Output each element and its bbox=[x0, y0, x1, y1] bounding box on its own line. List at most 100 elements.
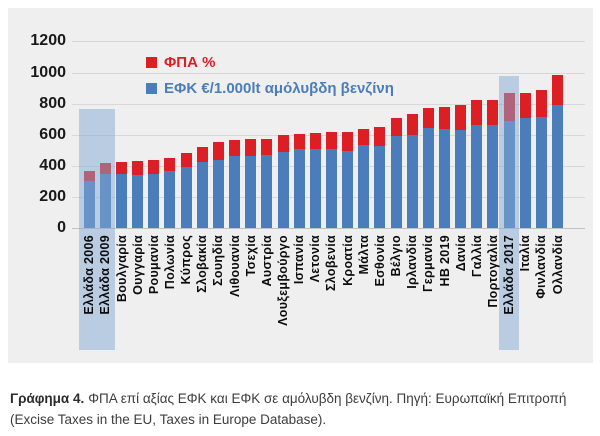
bar-vat-segment bbox=[261, 138, 273, 155]
bar-efk-segment bbox=[519, 117, 531, 228]
bar-efk-segment bbox=[164, 171, 176, 228]
x-tick-label: ΗΒ 2019 bbox=[437, 235, 452, 287]
bar-vat-segment bbox=[439, 107, 450, 130]
x-tick-label: Λιθουανία bbox=[227, 235, 242, 297]
x-tick-label: Ελλάδα 2009 bbox=[98, 235, 113, 315]
bar-efk-segment bbox=[552, 105, 564, 228]
x-tick-label: Σλοβενία bbox=[324, 235, 339, 292]
bar-vat-segment bbox=[422, 108, 434, 128]
chart-figure: ΦΠΑ % ΕΦΚ €/1.000lt αμόλυβδη βενζίνη 0 20… bbox=[8, 8, 593, 363]
bar-vat-segment bbox=[132, 161, 144, 176]
x-tick-label: Ρουμανία bbox=[146, 235, 161, 295]
x-tick-label: Φινλανδία bbox=[534, 235, 549, 299]
x-tick-label: Βουλγαρία bbox=[114, 235, 129, 303]
y-tick-label: 400 bbox=[39, 156, 66, 174]
x-tick-label: Εσθονία bbox=[372, 235, 387, 287]
bar-vat-segment bbox=[390, 118, 402, 137]
x-tick-label: Σλοβακία bbox=[195, 235, 210, 293]
bar-vat-segment bbox=[455, 105, 467, 131]
bar-efk-segment bbox=[261, 154, 273, 228]
x-tick-label: Μάλτα bbox=[356, 235, 371, 275]
bar-efk-segment bbox=[487, 125, 499, 228]
bar-efk-segment bbox=[390, 136, 402, 228]
bar-efk-segment bbox=[471, 124, 483, 228]
x-tick-label: Κύπρος bbox=[179, 235, 194, 285]
x-tick-label: Σουηδία bbox=[211, 235, 226, 286]
bar-efk-segment bbox=[245, 156, 257, 228]
x-tick-label: Ουγγαρία bbox=[130, 235, 145, 295]
legend-row-excise: ΕΦΚ €/1.000lt αμόλυβδη βενζίνη bbox=[146, 80, 394, 97]
figure-caption-number: Γράφημα 4. bbox=[10, 391, 85, 406]
bar-vat-segment bbox=[535, 89, 547, 117]
x-tick-label: Ελλάδα 2006 bbox=[82, 235, 97, 315]
bar-efk-segment bbox=[406, 134, 418, 228]
bar-efk-segment bbox=[180, 166, 192, 228]
figure-caption: Γράφημα 4. ΦΠΑ επί αξίας ΕΦΚ και ΕΦΚ σε α… bbox=[10, 388, 588, 430]
highlight-band bbox=[499, 76, 520, 350]
excise-legend-label: ΕΦΚ €/1.000lt αμόλυβδη βενζίνη bbox=[164, 80, 394, 97]
x-tick-label: Ισπανία bbox=[292, 235, 307, 285]
x-tick-label: Ελλάδα 2017 bbox=[502, 235, 517, 315]
x-tick-label: Πολωνία bbox=[162, 235, 177, 290]
bar-vat-segment bbox=[471, 100, 483, 125]
bar-efk-segment bbox=[196, 161, 208, 228]
excise-legend-swatch-icon bbox=[146, 83, 157, 94]
x-tick-label: Κροατία bbox=[340, 235, 355, 286]
bar-vat-segment bbox=[309, 133, 321, 150]
bar-efk-segment bbox=[374, 145, 386, 228]
x-tick-label: Πορτογαλία bbox=[485, 235, 500, 308]
bar-efk-segment bbox=[358, 144, 370, 228]
bar-vat-segment bbox=[406, 114, 418, 135]
bar-vat-segment bbox=[358, 129, 370, 145]
bar-efk-segment bbox=[535, 116, 547, 228]
bar-vat-segment bbox=[229, 140, 241, 156]
bar-vat-segment bbox=[342, 131, 354, 152]
x-tick-label: Λουξεμβούργο bbox=[276, 235, 290, 326]
bar-vat-segment bbox=[180, 152, 192, 167]
highlight-band bbox=[79, 109, 116, 350]
bar-efk-segment bbox=[132, 175, 144, 228]
bar-vat-segment bbox=[164, 158, 176, 172]
figure-caption-text: ΦΠΑ επί αξίας ΕΦΚ και ΕΦΚ σε αμόλυβδη βε… bbox=[10, 391, 567, 427]
bar-vat-segment bbox=[116, 161, 127, 175]
y-tick-label: 200 bbox=[39, 187, 66, 205]
bar-efk-segment bbox=[325, 148, 337, 228]
x-tick-label: Ιταλία bbox=[518, 235, 533, 272]
bar-efk-segment bbox=[309, 149, 321, 228]
bar-efk-segment bbox=[148, 173, 160, 228]
legend-row-vat: ΦΠΑ % bbox=[146, 54, 215, 71]
bar-vat-segment bbox=[552, 74, 564, 106]
bar-efk-segment bbox=[439, 129, 450, 228]
y-tick-label: 0 bbox=[57, 219, 66, 236]
bar-vat-segment bbox=[196, 147, 208, 162]
y-tick-label: 600 bbox=[39, 125, 66, 143]
x-tick-label: Ολλανδία bbox=[550, 235, 565, 295]
vat-legend-swatch-icon bbox=[146, 57, 157, 68]
gridline bbox=[72, 228, 585, 229]
bar-vat-segment bbox=[487, 100, 499, 126]
bar-vat-segment bbox=[519, 92, 531, 118]
y-tick-label: 1000 bbox=[30, 63, 66, 81]
y-tick-label: 1200 bbox=[30, 32, 66, 50]
x-tick-label: Δανία bbox=[453, 235, 468, 272]
bar-efk-segment bbox=[342, 151, 354, 228]
bar-efk-segment bbox=[212, 159, 224, 228]
bar-efk-segment bbox=[293, 148, 305, 228]
bar-vat-segment bbox=[293, 133, 305, 149]
vat-legend-label: ΦΠΑ % bbox=[164, 54, 216, 71]
bar-efk-segment bbox=[455, 130, 467, 228]
bar-vat-segment bbox=[245, 138, 257, 157]
bar-vat-segment bbox=[148, 160, 160, 174]
bar-efk-segment bbox=[116, 174, 127, 228]
x-tick-label: Λετονία bbox=[308, 235, 323, 283]
x-tick-label: Τσεχία bbox=[243, 235, 258, 277]
bar-vat-segment bbox=[277, 134, 289, 152]
gridline bbox=[72, 41, 585, 43]
bar-vat-segment bbox=[325, 131, 337, 149]
bar-vat-segment bbox=[212, 142, 224, 160]
bar-efk-segment bbox=[422, 127, 434, 228]
bar-efk-segment bbox=[277, 151, 289, 228]
x-tick-label: Γαλλία bbox=[469, 235, 484, 278]
gridline bbox=[72, 103, 585, 105]
